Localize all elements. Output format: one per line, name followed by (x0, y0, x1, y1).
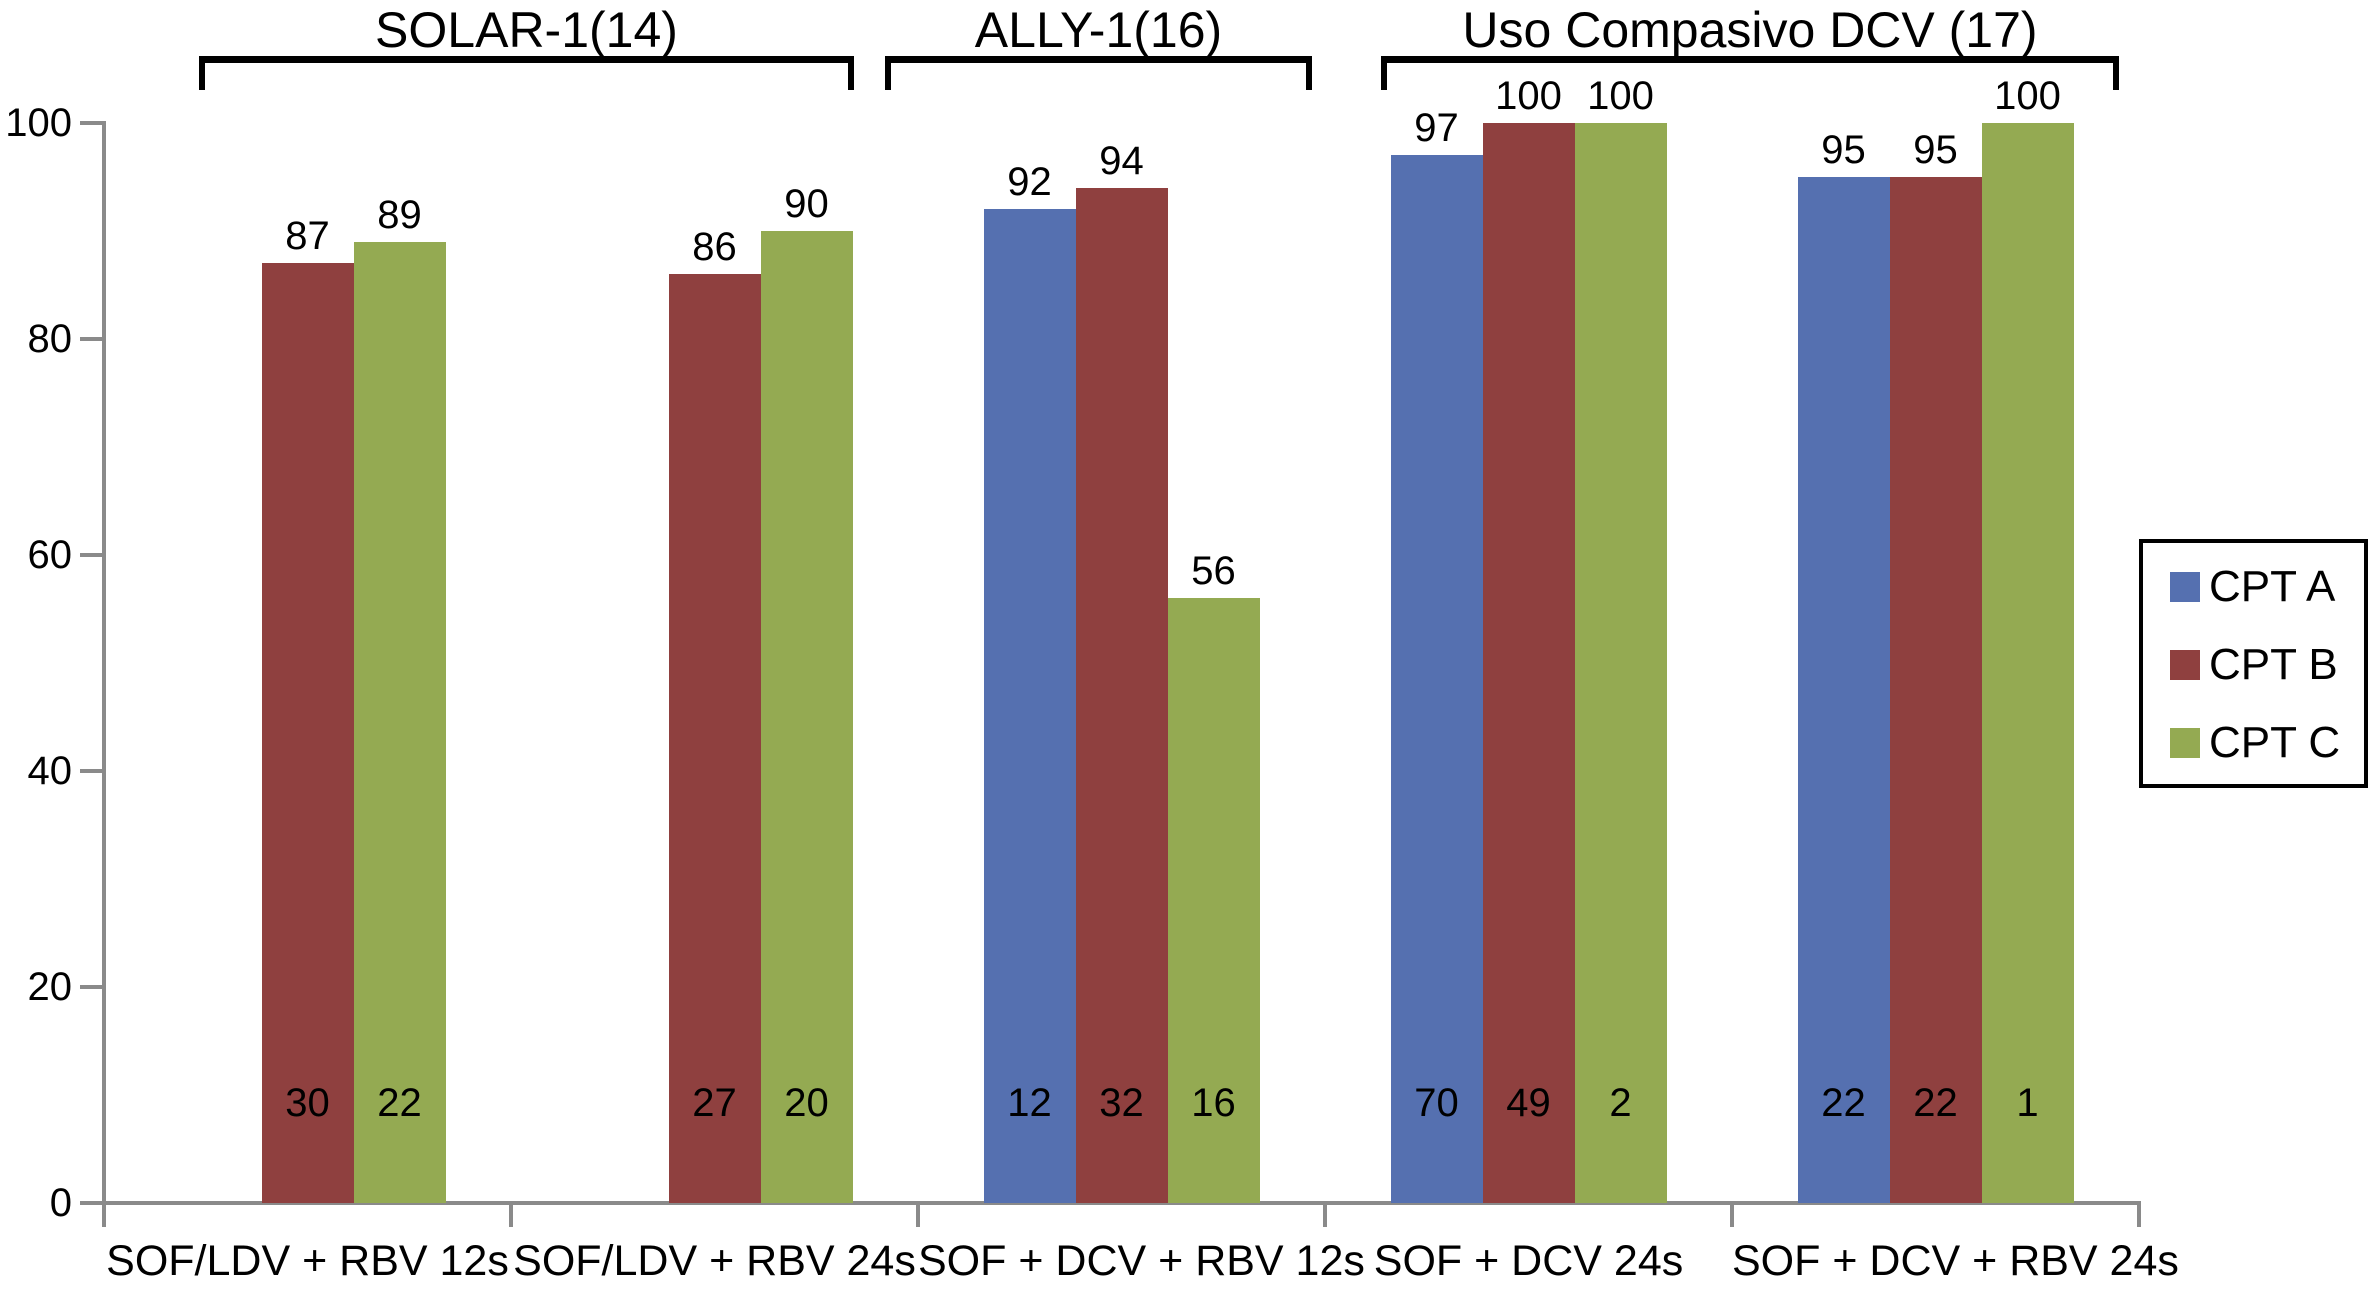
legend-swatch-cpt-a (2170, 572, 2200, 602)
bar-cpt-c-1 (760, 231, 853, 1203)
y-axis-tick (80, 553, 102, 557)
y-axis-tick (80, 121, 102, 125)
x-axis-tick (1730, 1203, 1734, 1227)
group-bracket-tick-left (1381, 56, 1387, 90)
group-title: ALLY-1(16) (974, 2, 1223, 58)
x-axis-category-label: SOF + DCV + RBV 24s (1732, 1237, 2179, 1285)
bar-cpt-b-0 (261, 263, 354, 1203)
x-axis-category-label: SOF/LDV + RBV 12s (106, 1237, 509, 1285)
bar-cpt-a-4 (1797, 177, 1890, 1203)
x-axis-line (102, 1201, 2141, 1205)
y-axis-tick-label: 40 (27, 749, 73, 793)
bar-n-label: 70 (1414, 1081, 1459, 1125)
group-bracket-tick-right (2113, 56, 2119, 90)
group-bracket-line (885, 56, 1312, 63)
bar-cpt-c-0 (353, 241, 446, 1203)
group-bracket-line (199, 56, 854, 63)
bar-n-label: 27 (692, 1081, 737, 1125)
bar-cpt-b-1 (668, 274, 761, 1203)
bar-n-label: 1 (2016, 1081, 2039, 1125)
x-axis-tick (1323, 1203, 1327, 1227)
y-axis-tick-label: 80 (27, 317, 73, 361)
legend-item: CPT B (2143, 643, 2364, 687)
bar-n-label: 16 (1191, 1081, 1236, 1125)
legend: CPT A CPT B CPT C (2139, 539, 2368, 788)
y-axis-tick-label: 60 (27, 533, 73, 577)
group-bracket-tick-left (885, 56, 891, 90)
bar-value-label: 95 (1913, 128, 1958, 172)
bar-value-label: 100 (1587, 74, 1654, 118)
bar-cpt-c-4 (1981, 123, 2074, 1203)
x-axis-tick (509, 1203, 513, 1227)
y-axis-tick-label: 100 (5, 101, 72, 145)
bar-cpt-c-2 (1167, 598, 1260, 1203)
group-bracket-line (1381, 56, 2119, 63)
legend-label: CPT C (2209, 718, 2341, 767)
bar-cpt-b-4 (1889, 177, 1982, 1203)
bar-value-label: 100 (1495, 74, 1562, 118)
bar-value-label: 97 (1414, 106, 1459, 151)
y-axis-tick (80, 337, 102, 341)
bar-value-label: 100 (1994, 74, 2061, 118)
bar-n-label: 12 (1007, 1081, 1052, 1125)
legend-item: CPT C (2143, 721, 2364, 765)
bar-n-label: 22 (377, 1081, 422, 1125)
legend-label: CPT A (2209, 562, 2336, 611)
bar-value-label: 92 (1007, 160, 1052, 205)
bar-value-label: 86 (692, 225, 737, 270)
bar-n-label: 32 (1099, 1081, 1144, 1125)
x-axis-tick (102, 1203, 106, 1227)
group-bracket-tick-left (199, 56, 205, 90)
bar-cpt-a-3 (1390, 155, 1483, 1203)
y-axis-line (102, 121, 106, 1205)
x-axis-tick (916, 1203, 920, 1227)
bar-cpt-b-2 (1075, 187, 1168, 1203)
legend-swatch-cpt-b (2170, 650, 2200, 680)
bar-n-label: 30 (285, 1081, 330, 1125)
bar-value-label: 95 (1821, 128, 1866, 172)
x-axis-category-label: SOF/LDV + RBV 24s (513, 1237, 916, 1285)
bar-n-label: 20 (784, 1081, 829, 1125)
legend-swatch-cpt-c (2170, 728, 2200, 758)
bar-value-label: 87 (285, 214, 330, 259)
legend-label: CPT B (2209, 640, 2338, 689)
bar-value-label: 94 (1099, 138, 1144, 183)
y-axis-tick-label: 0 (49, 1181, 72, 1225)
group-bracket-tick-right (1306, 56, 1312, 90)
bar-cpt-b-3 (1482, 123, 1575, 1203)
bar-value-label: 56 (1191, 549, 1236, 594)
group-title: SOLAR-1(14) (375, 2, 678, 58)
bar-n-label: 22 (1821, 1081, 1866, 1125)
bar-value-label: 90 (784, 182, 829, 226)
bar-value-label: 89 (377, 192, 422, 237)
x-axis-category-label: SOF + DCV + RBV 12s (918, 1237, 1365, 1285)
x-axis-category-label: SOF + DCV 24s (1373, 1237, 1684, 1285)
bar-n-label: 49 (1506, 1081, 1551, 1125)
group-bracket-tick-right (848, 56, 854, 90)
y-axis-tick (80, 769, 102, 773)
y-axis-tick-label: 20 (27, 965, 73, 1009)
bar-cpt-a-2 (983, 209, 1076, 1203)
bar-n-label: 22 (1913, 1081, 1958, 1125)
x-axis-tick (2137, 1203, 2141, 1227)
bar-n-label: 2 (1609, 1081, 1632, 1125)
group-title: Uso Compasivo DCV (17) (1462, 2, 2038, 58)
bar-cpt-c-3 (1574, 123, 1667, 1203)
legend-item: CPT A (2143, 565, 2364, 609)
y-axis-tick (80, 1201, 102, 1205)
y-axis-tick (80, 985, 102, 989)
